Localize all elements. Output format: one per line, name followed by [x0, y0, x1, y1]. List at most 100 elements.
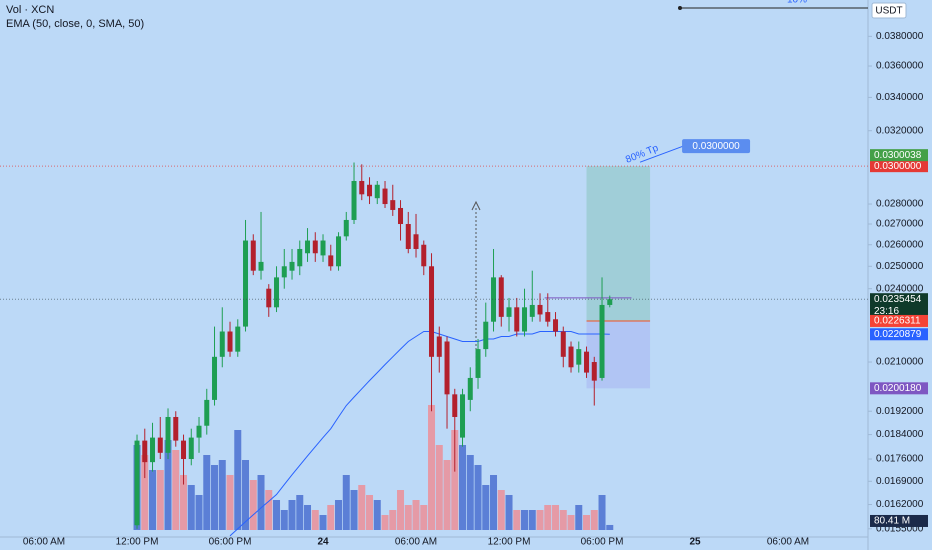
candle-body	[297, 248, 303, 267]
candle-body	[467, 377, 473, 400]
volume-bar	[373, 500, 381, 530]
candle-body	[607, 299, 613, 305]
volume-bar	[156, 470, 164, 530]
volume-bar	[304, 505, 312, 530]
tp-label: 0.0300000	[692, 141, 740, 152]
price-label: 0.0200180	[874, 383, 922, 394]
candle-body	[537, 304, 543, 315]
candle-body	[529, 304, 535, 317]
volume-bar	[358, 485, 366, 530]
candle-body	[328, 255, 334, 267]
candle-body	[599, 304, 605, 378]
y-tick-label: 0.0169000	[876, 476, 924, 487]
candle-body	[312, 240, 318, 254]
volume-bar	[490, 475, 498, 530]
candle-body	[553, 319, 559, 332]
candle-body	[398, 207, 404, 225]
y-tick-label: 0.0260000	[876, 239, 924, 250]
volume-bar	[389, 510, 397, 530]
volume-bar	[459, 445, 467, 530]
volume-bar	[428, 405, 436, 530]
candle-body	[436, 336, 442, 357]
y-tick-label: 0.0155000	[876, 523, 924, 534]
price-label-box	[870, 149, 928, 162]
price-axis-bg	[868, 0, 932, 550]
y-tick-label: 0.0250000	[876, 261, 924, 272]
volume-bar	[513, 510, 521, 530]
candle-body	[219, 331, 225, 357]
candle-body	[576, 349, 582, 365]
volume-bar	[497, 490, 505, 530]
candle-body	[196, 425, 202, 438]
volume-bar	[404, 505, 412, 530]
y-tick-label: 0.0162000	[876, 499, 924, 510]
volume-bar	[234, 430, 242, 530]
candle-body	[444, 341, 450, 395]
candle-body	[491, 277, 497, 322]
volume-bar	[443, 460, 451, 530]
price-label: 0.0300038	[874, 150, 922, 161]
y-tick-label: 0.0240000	[876, 283, 924, 294]
indicator-name: EMA (50, close, 0, SMA, 50)	[6, 18, 144, 30]
volume-bar	[451, 430, 459, 530]
candle-body	[258, 261, 264, 271]
top-text: 10%	[787, 0, 807, 6]
volume-bar	[482, 485, 490, 530]
y-tick-label: 0.0280000	[876, 199, 924, 210]
volume-bar	[288, 500, 296, 530]
x-tick-label: 06:00 PM	[581, 537, 624, 548]
volume-bar	[242, 460, 250, 530]
volume-bar	[366, 495, 374, 530]
volume-bar	[218, 460, 226, 530]
volume-bar	[172, 450, 180, 530]
candle-body	[336, 236, 342, 267]
candle-body	[343, 219, 349, 237]
candle-body	[173, 416, 179, 441]
price-label-box	[870, 293, 928, 318]
candle-body	[165, 416, 171, 453]
candle-body	[568, 346, 574, 368]
volume-bar	[249, 480, 257, 530]
y-tick-label: 0.0184000	[876, 429, 924, 440]
volume-bar	[466, 455, 474, 530]
volume-bar	[211, 465, 219, 530]
volume-bar	[552, 505, 560, 530]
candle-body	[134, 440, 140, 526]
volume-bar	[141, 455, 149, 530]
candle-body	[142, 440, 148, 463]
y-tick-label: 0.0380000	[876, 31, 924, 42]
candle-body	[545, 312, 551, 322]
candle-body	[475, 349, 481, 378]
countdown: 23:16	[874, 306, 899, 317]
candle-body	[181, 440, 187, 460]
tp-connector	[639, 145, 684, 163]
candle-body	[150, 437, 156, 463]
candle-body	[266, 288, 272, 308]
y-tick-label: 0.0320000	[876, 125, 924, 136]
price-label-box	[870, 328, 928, 341]
candle-body	[157, 437, 163, 453]
y-tick-label: 0.0210000	[876, 357, 924, 368]
x-tick-label: 12:00 PM	[116, 537, 159, 548]
x-tick-label: 06:00 AM	[767, 537, 809, 548]
x-tick-label: 24	[317, 537, 329, 548]
volume-bar	[335, 500, 343, 530]
x-tick-label: 25	[689, 537, 701, 548]
ema-line	[229, 331, 610, 537]
currency-box	[871, 2, 907, 19]
volume-bar	[311, 510, 319, 530]
candle-body	[498, 277, 504, 317]
volume-bar	[149, 470, 157, 530]
volume-bar	[273, 500, 281, 530]
candle-body	[281, 266, 287, 278]
volume-bar	[257, 475, 265, 530]
volume-bar	[350, 490, 358, 530]
candle-body	[421, 244, 427, 267]
volume-bar	[203, 455, 211, 530]
candle-body	[374, 184, 380, 199]
candle-body	[227, 331, 233, 352]
candle-body	[483, 321, 489, 350]
candle-body	[235, 326, 241, 352]
